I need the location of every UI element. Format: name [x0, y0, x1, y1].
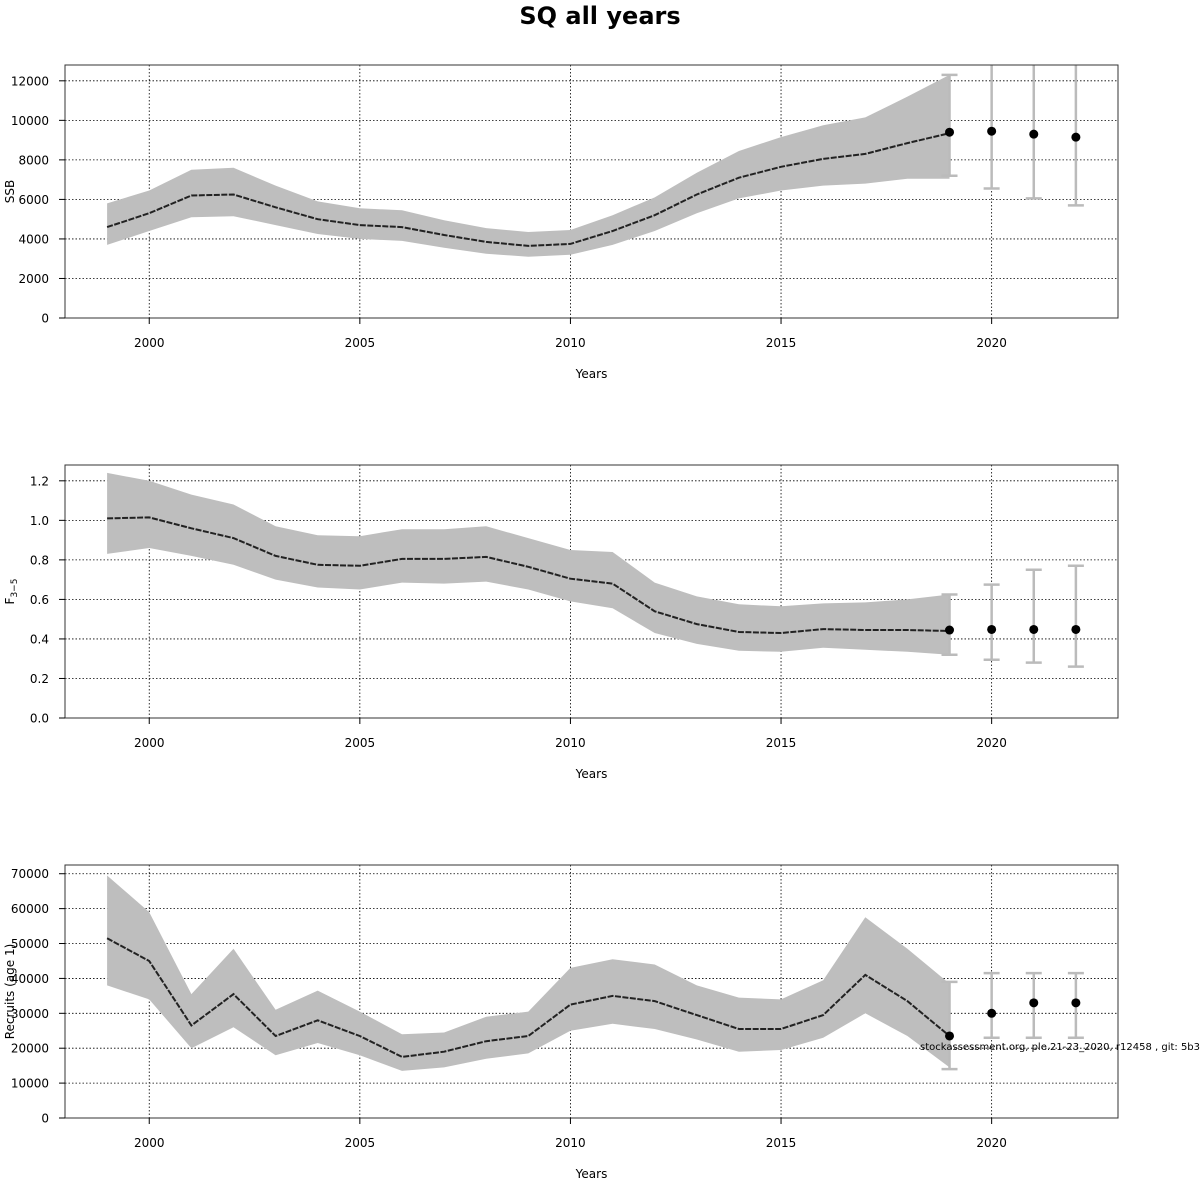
- forecast-point: [1071, 998, 1081, 1008]
- x-tick-label: 2020: [976, 336, 1007, 350]
- y-tick-label: 30000: [11, 1007, 49, 1021]
- y-tick-label: 1.2: [30, 474, 49, 488]
- forecast-point: [945, 1031, 955, 1041]
- y-axis-label: Recruits (age 1): [3, 944, 17, 1040]
- y-tick-label: 12000: [11, 74, 49, 88]
- y-tick-label: 70000: [11, 867, 49, 881]
- x-tick-label: 2015: [766, 736, 797, 750]
- y-tick-label: 0.6: [30, 593, 49, 607]
- x-tick-label: 2005: [345, 1136, 376, 1150]
- y-axis-label: F3−5: [3, 579, 20, 605]
- forecast-point: [987, 1008, 997, 1018]
- forecast-point: [987, 126, 997, 136]
- estimate-line: [107, 516, 950, 635]
- forecast-point: [945, 625, 955, 635]
- forecast-point: [1029, 624, 1039, 634]
- y-tick-label: 6000: [18, 193, 49, 207]
- x-tick-label: 2010: [555, 1136, 586, 1150]
- forecast-point: [987, 624, 997, 634]
- confidence-band: [107, 875, 950, 1071]
- x-axis-label: Years: [575, 367, 608, 381]
- y-axis-label: SSB: [3, 180, 17, 203]
- confidence-band: [107, 472, 950, 655]
- forecast-point: [945, 127, 955, 137]
- x-tick-label: 2005: [345, 736, 376, 750]
- x-axis-label: Years: [575, 767, 608, 781]
- y-tick-label: 0: [41, 1112, 49, 1126]
- y-tick-label: 40000: [11, 972, 49, 986]
- x-tick-label: 2010: [555, 736, 586, 750]
- chart-title: SQ all years: [519, 2, 681, 30]
- y-tick-label: 1.0: [30, 514, 49, 528]
- recruits-panel: 2000 2005 2010 2015 2020 0 10000 20000 30000 4000…: [3, 864, 1119, 1181]
- x-tick-label: 2020: [976, 736, 1007, 750]
- forecast-group: [941, 564, 1084, 668]
- forecast-group: [941, 65, 1084, 207]
- x-tick-label: 2000: [134, 736, 165, 750]
- x-tick-label: 2015: [766, 1136, 797, 1150]
- y-tick-label: 0.4: [30, 632, 49, 646]
- forecast-point: [1029, 998, 1039, 1008]
- estimate-line: [106, 937, 951, 1058]
- forecast-point: [1071, 132, 1081, 142]
- x-tick-label: 2010: [555, 336, 586, 350]
- x-tick-label: 2000: [134, 336, 165, 350]
- confidence-band: [107, 74, 950, 257]
- y-tick-label: 0.8: [30, 553, 49, 567]
- footnote-text: stockassessment.org, ple.21-23_2020, r12…: [920, 1042, 1200, 1053]
- y-axis-label-subscript: 3−5: [10, 579, 20, 598]
- estimate-line: [106, 132, 950, 247]
- y-tick-label: 50000: [11, 937, 49, 951]
- forecast-group: [941, 971, 1084, 1071]
- y-tick-label: 10000: [11, 114, 49, 128]
- y-tick-label: 8000: [18, 153, 49, 167]
- fishing-mortality-panel: 2000 2005 2010 2015 2020 0.0 0.2 0.4 0.6 0.8 1.0 1.…: [3, 464, 1119, 781]
- ssb-panel: 2000 2005 2010 2015 2020 0 2000 4000 6000 8000 100…: [3, 64, 1119, 381]
- forecast-point: [1071, 624, 1081, 634]
- y-tick-label: 10000: [11, 1077, 49, 1091]
- x-axis-label: Years: [575, 1167, 608, 1181]
- y-tick-label: 60000: [11, 902, 49, 916]
- y-tick-label: 4000: [18, 232, 49, 246]
- y-tick-label: 0: [41, 312, 49, 326]
- plot-frame: [64, 464, 1119, 719]
- y-tick-label: 20000: [11, 1042, 49, 1056]
- y-tick-label: 0.2: [30, 672, 49, 686]
- x-tick-label: 2000: [134, 1136, 165, 1150]
- y-tick-label: 0.0: [30, 712, 49, 726]
- x-tick-label: 2005: [345, 336, 376, 350]
- y-tick-label: 2000: [18, 272, 49, 286]
- x-tick-label: 2020: [976, 1136, 1007, 1150]
- plot-frame: [64, 864, 1119, 1119]
- forecast-point: [1029, 129, 1039, 139]
- plot-frame: [64, 64, 1119, 319]
- x-tick-label: 2015: [766, 336, 797, 350]
